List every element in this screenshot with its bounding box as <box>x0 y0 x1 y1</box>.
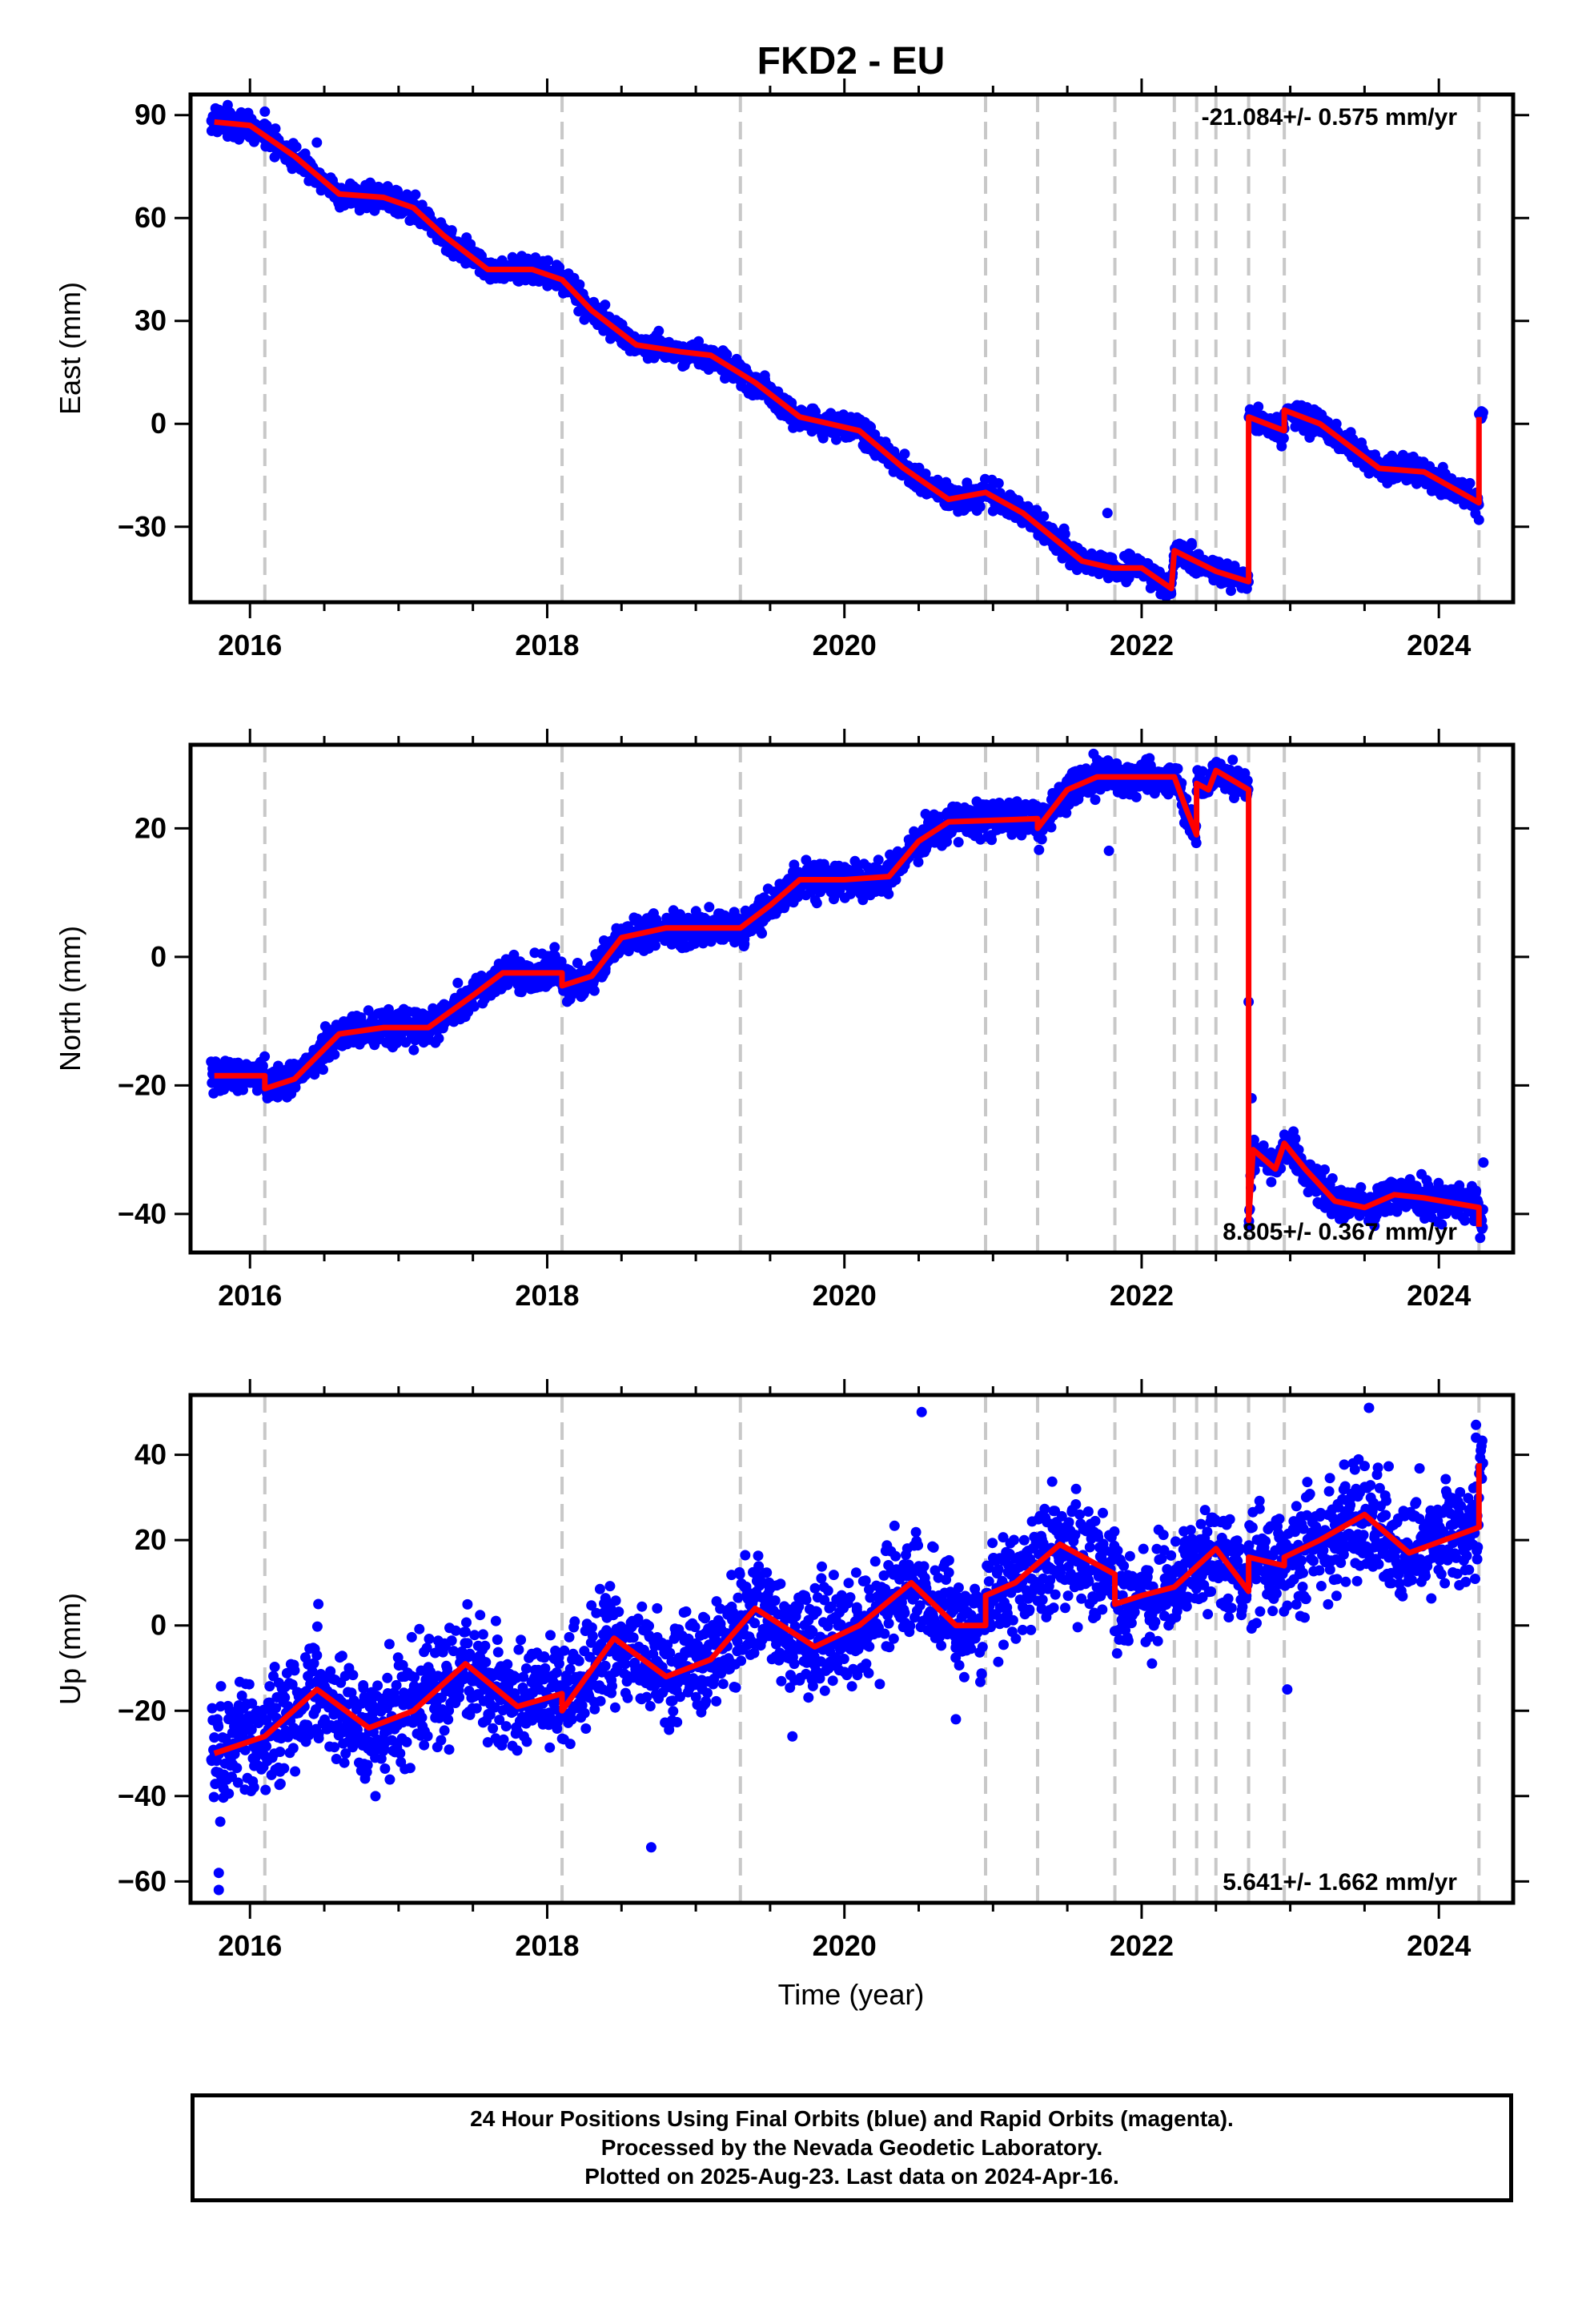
data-point <box>502 979 513 991</box>
data-point <box>1248 1134 1259 1145</box>
data-point <box>259 1051 271 1062</box>
x-tick-label: 2020 <box>813 629 877 661</box>
data-point <box>890 875 901 885</box>
data-point <box>1191 838 1202 849</box>
data-point <box>986 834 998 846</box>
data-point <box>789 859 800 870</box>
data-point <box>1266 1176 1277 1188</box>
data-point <box>913 857 924 867</box>
data-point <box>1186 537 1197 549</box>
data-point <box>446 225 457 236</box>
data-point <box>1102 508 1113 519</box>
data-point <box>811 898 822 909</box>
data-point <box>889 446 900 457</box>
data-point <box>433 1033 444 1044</box>
data-point <box>1061 807 1072 818</box>
data-point <box>588 985 600 996</box>
data-point <box>920 468 931 480</box>
y-tick-label: 0 <box>151 407 167 440</box>
data-point <box>704 902 715 913</box>
data-point <box>801 854 812 866</box>
data-point <box>1090 794 1101 806</box>
data-point <box>329 1049 340 1060</box>
data-point <box>1290 1133 1301 1144</box>
data-point <box>1477 407 1488 418</box>
data-point <box>1331 418 1342 429</box>
data-point <box>675 909 685 920</box>
data-point <box>953 837 964 848</box>
data-point <box>693 336 705 347</box>
data-point <box>1464 477 1476 489</box>
data-point <box>291 141 302 152</box>
x-tick-label: 2022 <box>1110 629 1174 661</box>
data-point <box>1253 401 1264 412</box>
data-point <box>1278 432 1289 444</box>
data-point <box>650 940 661 951</box>
data-point <box>452 977 464 988</box>
data-point <box>1166 588 1177 599</box>
data-point <box>974 501 986 513</box>
data-point <box>757 928 768 939</box>
data-point <box>1319 1164 1330 1175</box>
data-point <box>556 956 567 967</box>
data-point <box>311 137 323 148</box>
data-point <box>468 1001 480 1012</box>
plot-frame <box>188 92 1516 605</box>
data-point <box>1242 775 1253 786</box>
data-point <box>600 300 611 311</box>
data-point <box>1059 529 1070 540</box>
data-point <box>1258 1140 1269 1151</box>
data-point <box>653 325 665 336</box>
data-point <box>410 189 421 200</box>
data-point <box>318 1064 328 1076</box>
data-point <box>1130 791 1142 802</box>
y-tick-label: 30 <box>135 304 167 337</box>
data-point <box>892 846 903 857</box>
data-point <box>309 1069 320 1080</box>
data-point <box>520 271 531 282</box>
data-point <box>721 349 733 360</box>
data-point <box>1276 440 1287 452</box>
data-point <box>1046 822 1057 833</box>
data-point <box>1034 844 1045 855</box>
data-point <box>1038 511 1050 522</box>
y-axis-label: East (mm) <box>54 282 86 415</box>
data-point <box>873 854 884 866</box>
y-tick-label: 90 <box>135 99 167 131</box>
data-point <box>1293 1144 1304 1156</box>
x-tick-label: 2024 <box>1407 629 1471 661</box>
data-point <box>543 255 553 266</box>
data-point <box>1197 766 1208 777</box>
figure-title: FKD2 - EU <box>757 40 946 82</box>
model-line <box>214 119 1482 592</box>
data-point <box>1473 514 1484 525</box>
data-point <box>993 478 1004 489</box>
data-point <box>1031 505 1042 516</box>
x-tick-label: 2018 <box>515 629 579 661</box>
y-tick-label: −30 <box>118 510 167 543</box>
x-tick-label: 2016 <box>218 629 282 661</box>
panels: 2016 2018 2020 2022 2024 90 60 30 0 −30 East (mm) -… <box>54 78 1529 1962</box>
scatter-series <box>206 748 1489 1244</box>
data-point <box>1172 763 1183 774</box>
data-point <box>259 106 271 117</box>
data-point <box>1036 834 1047 845</box>
y-tick-label: 60 <box>135 201 167 234</box>
data-point <box>883 888 894 899</box>
data-point <box>572 958 583 968</box>
scatter-series <box>206 99 1488 602</box>
data-point <box>899 448 910 460</box>
rate-annotation: -21.084+/- 0.575 mm/yr <box>1202 104 1458 131</box>
data-point <box>270 123 281 135</box>
data-point <box>257 1060 268 1072</box>
chart-panel-1: 2016 2018 2020 2022 2024 90 60 30 0 −30 East (mm) -… <box>54 78 1529 661</box>
data-point <box>1227 754 1239 766</box>
data-point <box>1327 1173 1338 1184</box>
data-point <box>408 1044 420 1055</box>
